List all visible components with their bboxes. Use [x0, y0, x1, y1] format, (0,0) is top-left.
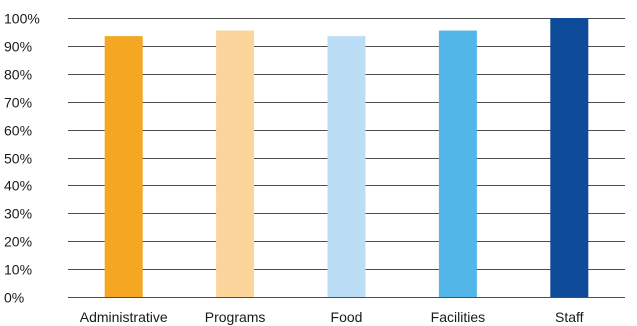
x-category-label: Staff [555, 309, 584, 325]
y-tick-label: 90% [4, 39, 32, 55]
x-category-label: Programs [205, 309, 266, 325]
bars [104, 18, 589, 298]
y-tick-label: 10% [4, 262, 32, 278]
bar-administrative [104, 36, 143, 297]
y-axis-tick-labels: 0% 10% 20% 30% 40% 50% 60% 70% 80% 90% 100% [4, 11, 40, 306]
y-tick-label: 0% [4, 290, 24, 306]
x-category-label: Facilities [431, 309, 485, 325]
y-tick-label: 70% [4, 95, 32, 111]
x-axis-category-labels: Administrative Programs Food Facilities Staf… [80, 309, 584, 325]
y-tick-label: 100% [4, 11, 40, 27]
x-category-label: Food [331, 309, 363, 325]
bar-facilities [438, 30, 477, 298]
y-tick-label: 40% [4, 178, 32, 194]
bar-programs [216, 30, 255, 298]
y-tick-label: 20% [4, 234, 32, 250]
y-tick-label: 80% [4, 67, 32, 83]
x-category-label: Administrative [80, 309, 168, 325]
y-tick-label: 50% [4, 151, 32, 167]
bar-food [327, 36, 366, 297]
y-tick-label: 30% [4, 206, 32, 222]
y-tick-label: 60% [4, 123, 32, 139]
bar-staff [550, 18, 589, 297]
